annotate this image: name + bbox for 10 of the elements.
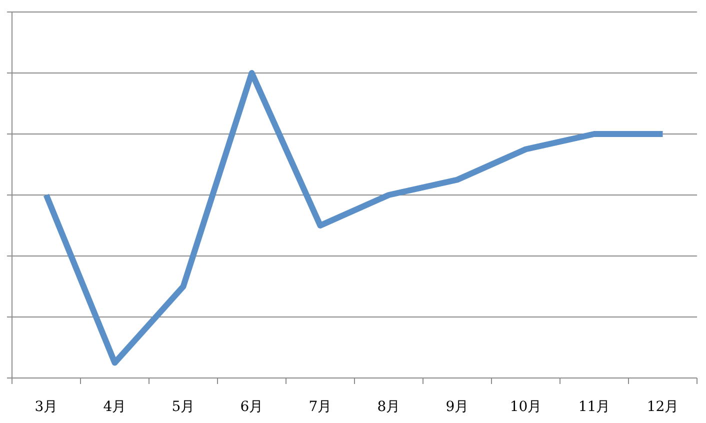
x-tick-label: 11月 (578, 399, 610, 415)
x-tick-label: 3月 (34, 399, 58, 415)
x-tick-label: 7月 (308, 399, 332, 415)
x-tick-label: 4月 (103, 399, 126, 415)
x-tick-label: 6月 (240, 399, 264, 415)
x-tick-label: 5月 (172, 399, 195, 415)
x-tick-label: 8月 (377, 399, 400, 415)
x-tick-label: 12月 (646, 399, 679, 415)
x-tick-label: 9月 (446, 399, 469, 415)
x-tick-label: 10月 (510, 399, 542, 415)
